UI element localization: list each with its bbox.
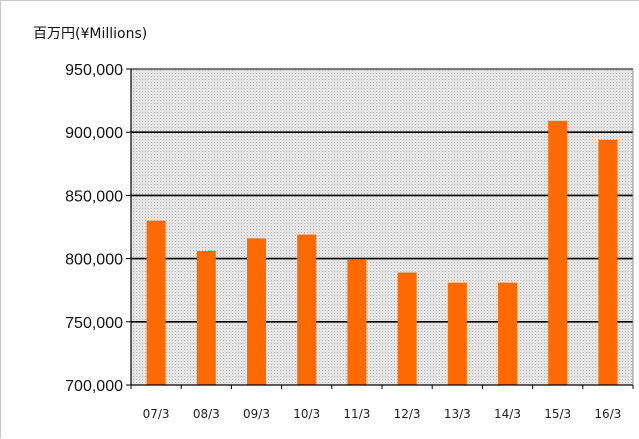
bar (498, 282, 517, 385)
bar (297, 234, 317, 385)
y-tick-label: 900,000 (65, 125, 123, 142)
x-tick-label: 10/3 (293, 407, 320, 421)
x-tick-label: 15/3 (544, 407, 571, 421)
bar (196, 251, 216, 385)
x-tick-labels: 07/3 08/3 09/3 10/3 11/3 12/3 13/3 14/3 15/3 16/3 (143, 407, 622, 421)
bars (146, 120, 618, 385)
bar (598, 139, 618, 385)
bar (548, 120, 568, 385)
y-tick-labels: 700,000 750,000 800,000 850,000 900,000 950,0… (65, 62, 123, 395)
x-tick-label: 12/3 (394, 407, 421, 421)
y-tick-label: 850,000 (65, 188, 123, 205)
y-tick-label: 800,000 (65, 252, 123, 269)
x-tick-label: 13/3 (444, 407, 471, 421)
y-tick-label: 950,000 (65, 62, 123, 79)
y-tick-label: 750,000 (65, 315, 123, 332)
x-tick-label: 14/3 (494, 407, 521, 421)
x-tick-label: 08/3 (193, 407, 220, 421)
x-tick-label: 11/3 (343, 407, 370, 421)
bar (347, 259, 367, 385)
x-tick-label: 09/3 (243, 407, 270, 421)
y-tick-label: 700,000 (65, 378, 123, 395)
x-tick-label: 07/3 (143, 407, 170, 421)
bar (397, 272, 417, 385)
bar (146, 220, 166, 385)
bar (447, 282, 467, 385)
bar (247, 238, 266, 385)
axes (126, 68, 634, 389)
x-tick-label: 16/3 (594, 407, 621, 421)
y-axis-unit-label: 百万円(¥Millions) (33, 26, 148, 42)
